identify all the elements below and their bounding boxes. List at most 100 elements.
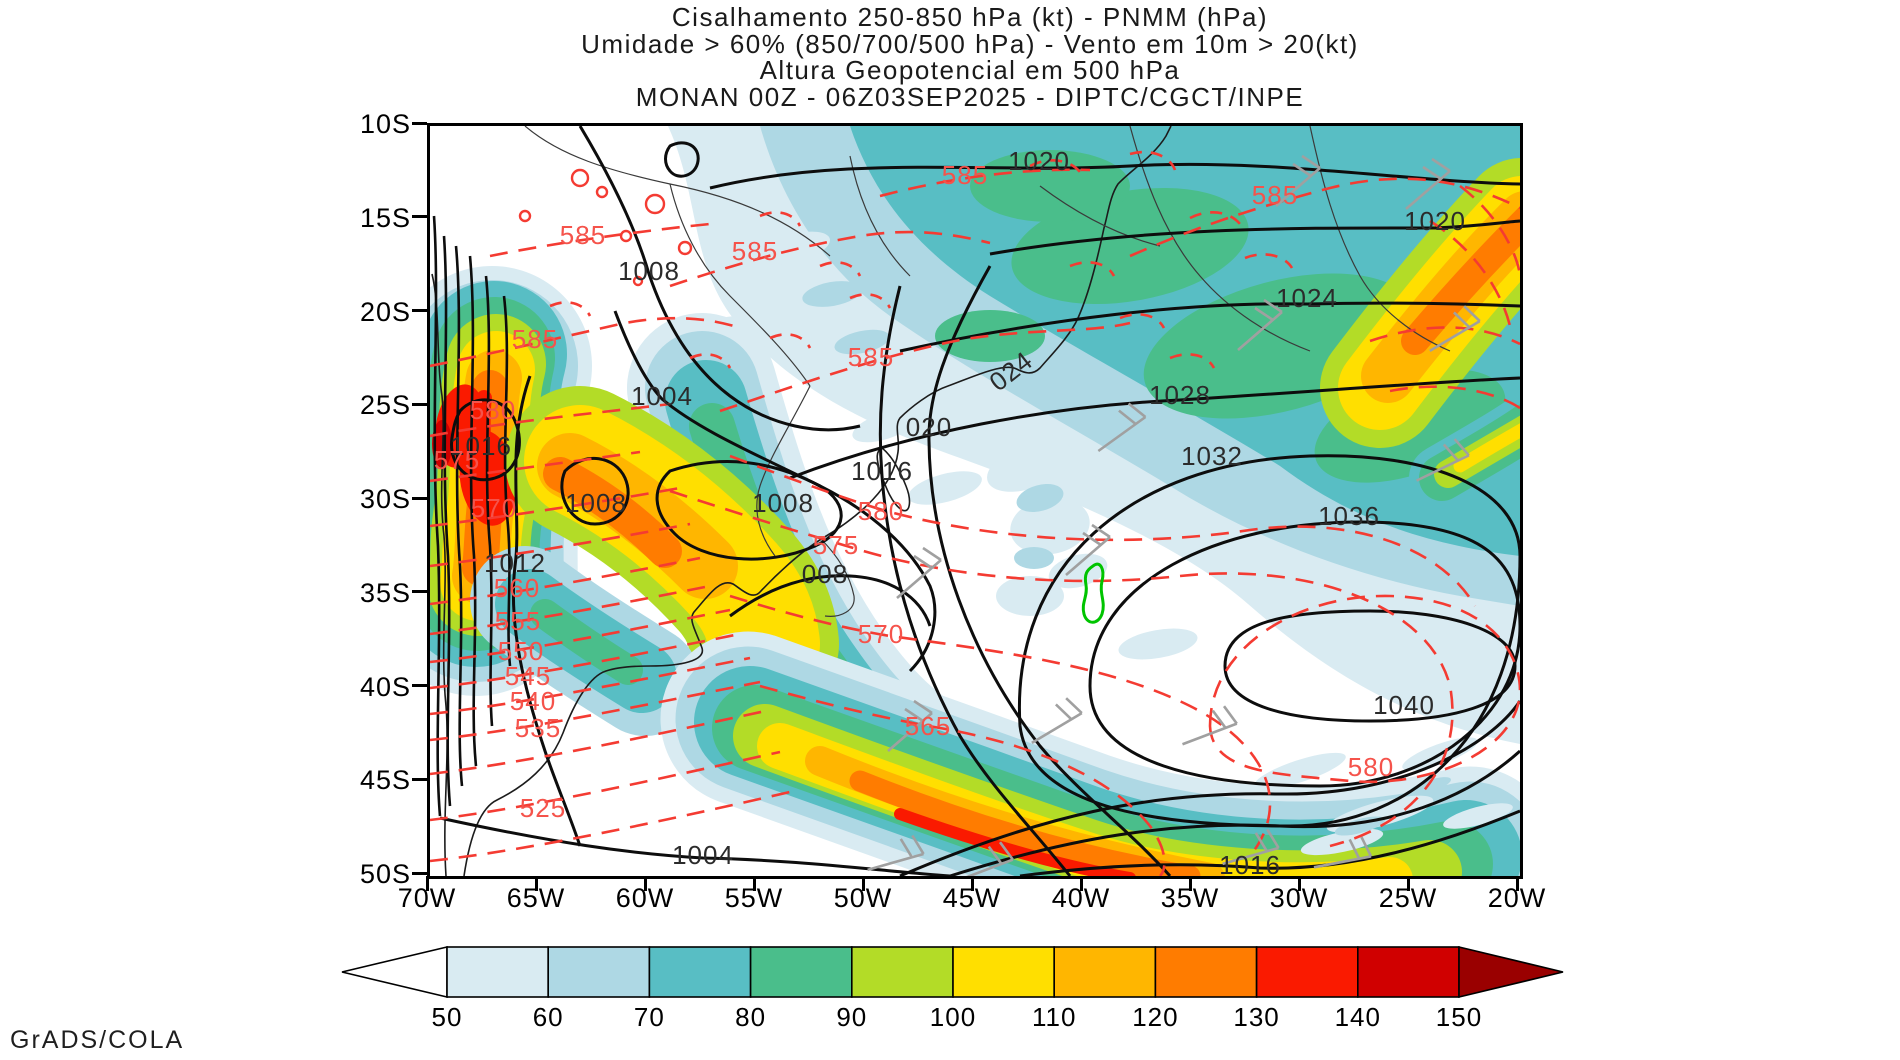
- height-contour-label: 580: [469, 395, 517, 425]
- colorbar-value: 90: [836, 1002, 868, 1032]
- height-contour-label: 580: [1347, 752, 1395, 782]
- title-line-3: Altura Geopotencial em 500 hPa: [759, 55, 1181, 85]
- lat-tick-label: 25S: [359, 390, 411, 421]
- height-contour-label: 585: [847, 342, 895, 372]
- height-contour-label: 585: [511, 324, 559, 354]
- colorbar-value: 110: [1031, 1002, 1077, 1032]
- lon-tick-mark: [1515, 876, 1519, 891]
- title-line-1: Cisalhamento 250-850 hPa (kt) - PNMM (hP…: [671, 2, 1269, 32]
- title-line-2: Umidade > 60% (850/700/500 hPa) - Vento …: [581, 28, 1359, 59]
- height-contour-label: 580: [857, 496, 905, 526]
- lon-tick-mark: [861, 876, 865, 891]
- colorbar-segment: [547, 946, 651, 998]
- pressure-contour-label: 1024: [1276, 283, 1338, 313]
- chart-titles: Cisalhamento 250-850 hPa (kt) - PNMM (hP…: [380, 4, 1560, 110]
- height-contour-label: 570: [470, 493, 518, 523]
- height-contour-label: 585: [1251, 180, 1299, 210]
- pressure-contour-label: 1020: [1404, 206, 1466, 236]
- colorbar-value: 100: [929, 1002, 977, 1032]
- green-wind-contour: [1081, 562, 1105, 624]
- lat-tick-mark: [412, 871, 427, 875]
- lon-tick-mark: [643, 876, 647, 891]
- colorbar-value: 150: [1435, 1002, 1483, 1032]
- pressure-contour-label: 1040: [1373, 690, 1435, 720]
- colorbar-value: 120: [1132, 1002, 1179, 1032]
- pressure-contour-label: 1008: [565, 488, 627, 518]
- colorbar-segment: [1053, 946, 1157, 998]
- shading-layer: [430, 126, 1520, 876]
- lat-tick-label: 40S: [359, 671, 411, 702]
- lat-tick-mark: [412, 496, 427, 500]
- pressure-contour-label: 1032: [1181, 441, 1243, 471]
- pressure-contour-label: 1008: [618, 256, 680, 286]
- lat-tick-mark: [412, 777, 427, 781]
- colorbar-value: 130: [1233, 1002, 1280, 1032]
- lat-tick-label: 15S: [359, 202, 411, 233]
- pressure-contour-label: 020: [905, 412, 953, 442]
- colorbar-arrow: [341, 945, 448, 999]
- colorbar-segment: [1357, 946, 1460, 998]
- colorbar-value: 50: [431, 1002, 463, 1032]
- lat-tick-mark: [412, 309, 427, 312]
- height-contour-label: 585: [731, 236, 779, 266]
- pressure-contour-label: 1016: [851, 456, 913, 486]
- colorbar-arrow: [1458, 945, 1564, 999]
- pressure-contour-label: 1036: [1318, 501, 1380, 531]
- lat-tick-label: 45S: [359, 765, 411, 796]
- lat-tick-label: 10S: [359, 109, 411, 139]
- colorbar-value: 80: [735, 1002, 767, 1032]
- lon-tick-mark: [1406, 876, 1410, 891]
- lat-tick-label: 20S: [359, 296, 411, 327]
- height-contour-label: 560: [493, 573, 541, 603]
- pressure-contour-label: 1008: [752, 488, 814, 518]
- pressure-contour-label: 1004: [672, 840, 734, 870]
- geopotential-contours: [430, 150, 1520, 876]
- lon-tick-mark: [1188, 876, 1192, 891]
- colorbar-segment: [952, 946, 1055, 998]
- pressure-contour-label: 008: [801, 559, 849, 589]
- colorbar-segment: [446, 946, 549, 998]
- lat-tick-label: 30S: [359, 484, 411, 514]
- pressure-contours: [432, 126, 1520, 876]
- lon-tick-mark: [425, 876, 429, 891]
- pressure-contour-label: 1028: [1149, 380, 1211, 410]
- height-contour-label: 550: [497, 636, 545, 666]
- lat-tick-mark: [412, 402, 427, 406]
- lon-tick-mark: [970, 876, 974, 891]
- colorbar-segment: [850, 946, 954, 998]
- colorbar-segment: [648, 946, 752, 998]
- height-contour-label: 555: [494, 606, 542, 636]
- height-contour-label: 585: [559, 220, 607, 250]
- lon-tick-mark: [1297, 876, 1301, 891]
- map-plot-area: 1008 1004 1020 1020 1024 024 1028 1032 1036 1040 1…: [427, 123, 1523, 879]
- lat-tick-label: 35S: [359, 577, 411, 608]
- colorbar-segment: [1255, 946, 1359, 998]
- colorbar-segment: [1154, 946, 1258, 998]
- colorbar-value: 60: [532, 1002, 564, 1032]
- height-contour-label: 525: [519, 793, 567, 823]
- height-contour-label: 540: [509, 686, 557, 716]
- lon-tick-mark: [1079, 876, 1083, 891]
- height-contour-label: 575: [812, 530, 860, 560]
- height-contour-label: 565: [904, 711, 952, 741]
- credit-text: GrADS/COLA: [10, 1026, 185, 1054]
- height-contour-label: 535: [514, 713, 562, 743]
- title-line-4: MONAN 00Z - 06Z03SEP2025 - DIPTC/CGCT/IN…: [635, 81, 1305, 112]
- pressure-contour-label: 1016: [1219, 850, 1281, 880]
- height-contour-label: 570: [857, 619, 905, 649]
- height-contour-label: 575: [433, 445, 481, 475]
- height-contour-label: 585: [941, 160, 989, 190]
- colorbar-graphic: [341, 945, 1564, 999]
- lat-tick-mark: [412, 684, 427, 687]
- pressure-contour-label: 1012: [484, 548, 546, 578]
- lat-tick-mark: [412, 121, 427, 125]
- pressure-contour-label: 1004: [631, 381, 693, 411]
- lon-tick-mark: [534, 876, 538, 891]
- map-graphics: [430, 126, 1520, 876]
- lat-tick-mark: [412, 590, 427, 594]
- colorbar-value: 70: [633, 1002, 665, 1032]
- colorbar-value: 140: [1334, 1002, 1381, 1032]
- colorbar: [300, 940, 1600, 1006]
- colorbar-segment: [749, 946, 853, 998]
- lon-tick-mark: [752, 876, 756, 891]
